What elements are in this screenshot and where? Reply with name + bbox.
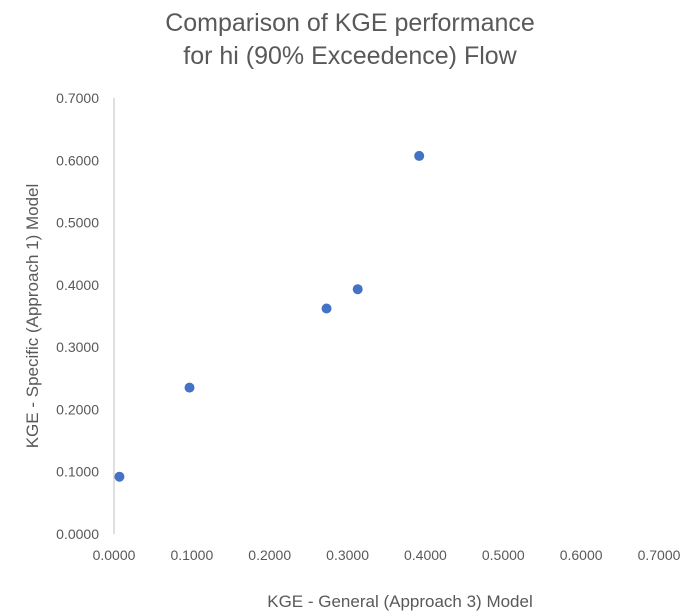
y-tick-label: 0.0000 [56,526,99,542]
x-tick-label: 0.5000 [482,547,525,563]
scatter-point [114,471,125,482]
y-tick-label: 0.1000 [56,464,99,480]
y-tick-label: 0.7000 [56,90,99,106]
x-tick-label: 0.2000 [248,547,291,563]
scatter-point [352,284,363,295]
chart-title-line-1: Comparison of KGE performance [165,9,535,37]
data-points [114,150,425,482]
y-tick-label: 0.6000 [56,152,99,168]
x-axis-title: KGE - General (Approach 3) Model [267,592,533,611]
x-tick-label: 0.3000 [326,547,369,563]
x-tick-label: 0.7000 [638,547,681,563]
y-tick-labels: 0.0000 0.1000 0.2000 0.3000 0.4000 0.5000 0.60… [56,90,99,542]
x-tick-label: 0.1000 [170,547,213,563]
scatter-point [321,303,332,314]
y-axis-title: KGE - Specific (Approach 1) Model [23,184,42,449]
y-tick-label: 0.2000 [56,401,99,417]
chart-title-line-2: for hi (90% Exceedence) Flow [183,42,517,70]
scatter-point [184,382,195,393]
x-tick-label: 0.6000 [560,547,603,563]
scatter-point [414,150,425,161]
x-tick-labels: 0.0000 0.1000 0.2000 0.3000 0.4000 0.5000 0.60… [93,547,681,563]
x-tick-label: 0.0000 [93,547,136,563]
y-tick-label: 0.4000 [56,277,99,293]
y-tick-label: 0.5000 [56,215,99,231]
x-tick-label: 0.4000 [404,547,447,563]
y-tick-label: 0.3000 [56,339,99,355]
